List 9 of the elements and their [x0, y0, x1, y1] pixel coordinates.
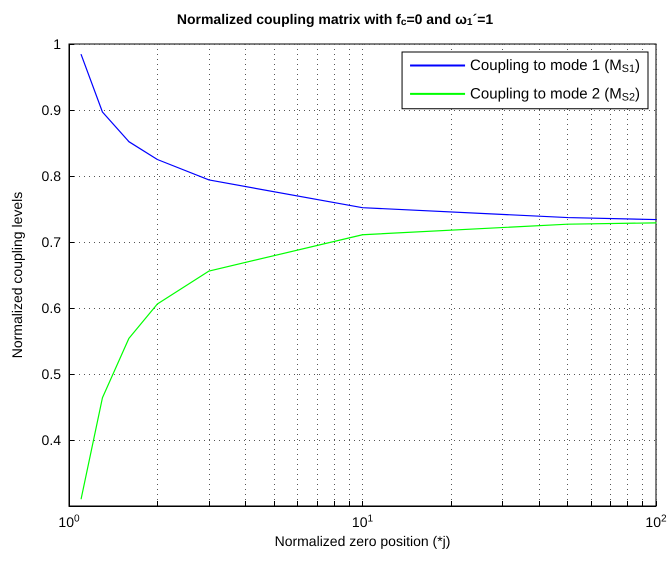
y-tick-label: 0.9	[42, 102, 62, 118]
y-tick-label: 0.5	[42, 366, 62, 382]
y-tick-label: 0.6	[42, 300, 62, 316]
y-tick-label: 1	[53, 36, 62, 52]
x-axis-title: Normalized zero position (*j)	[274, 533, 450, 550]
y-tick-label: 0.8	[42, 168, 62, 184]
y-tick-label: 0.7	[42, 234, 62, 250]
y-axis-title: Normalized coupling levels	[9, 192, 25, 358]
y-tick-label: 0.4	[42, 432, 62, 448]
